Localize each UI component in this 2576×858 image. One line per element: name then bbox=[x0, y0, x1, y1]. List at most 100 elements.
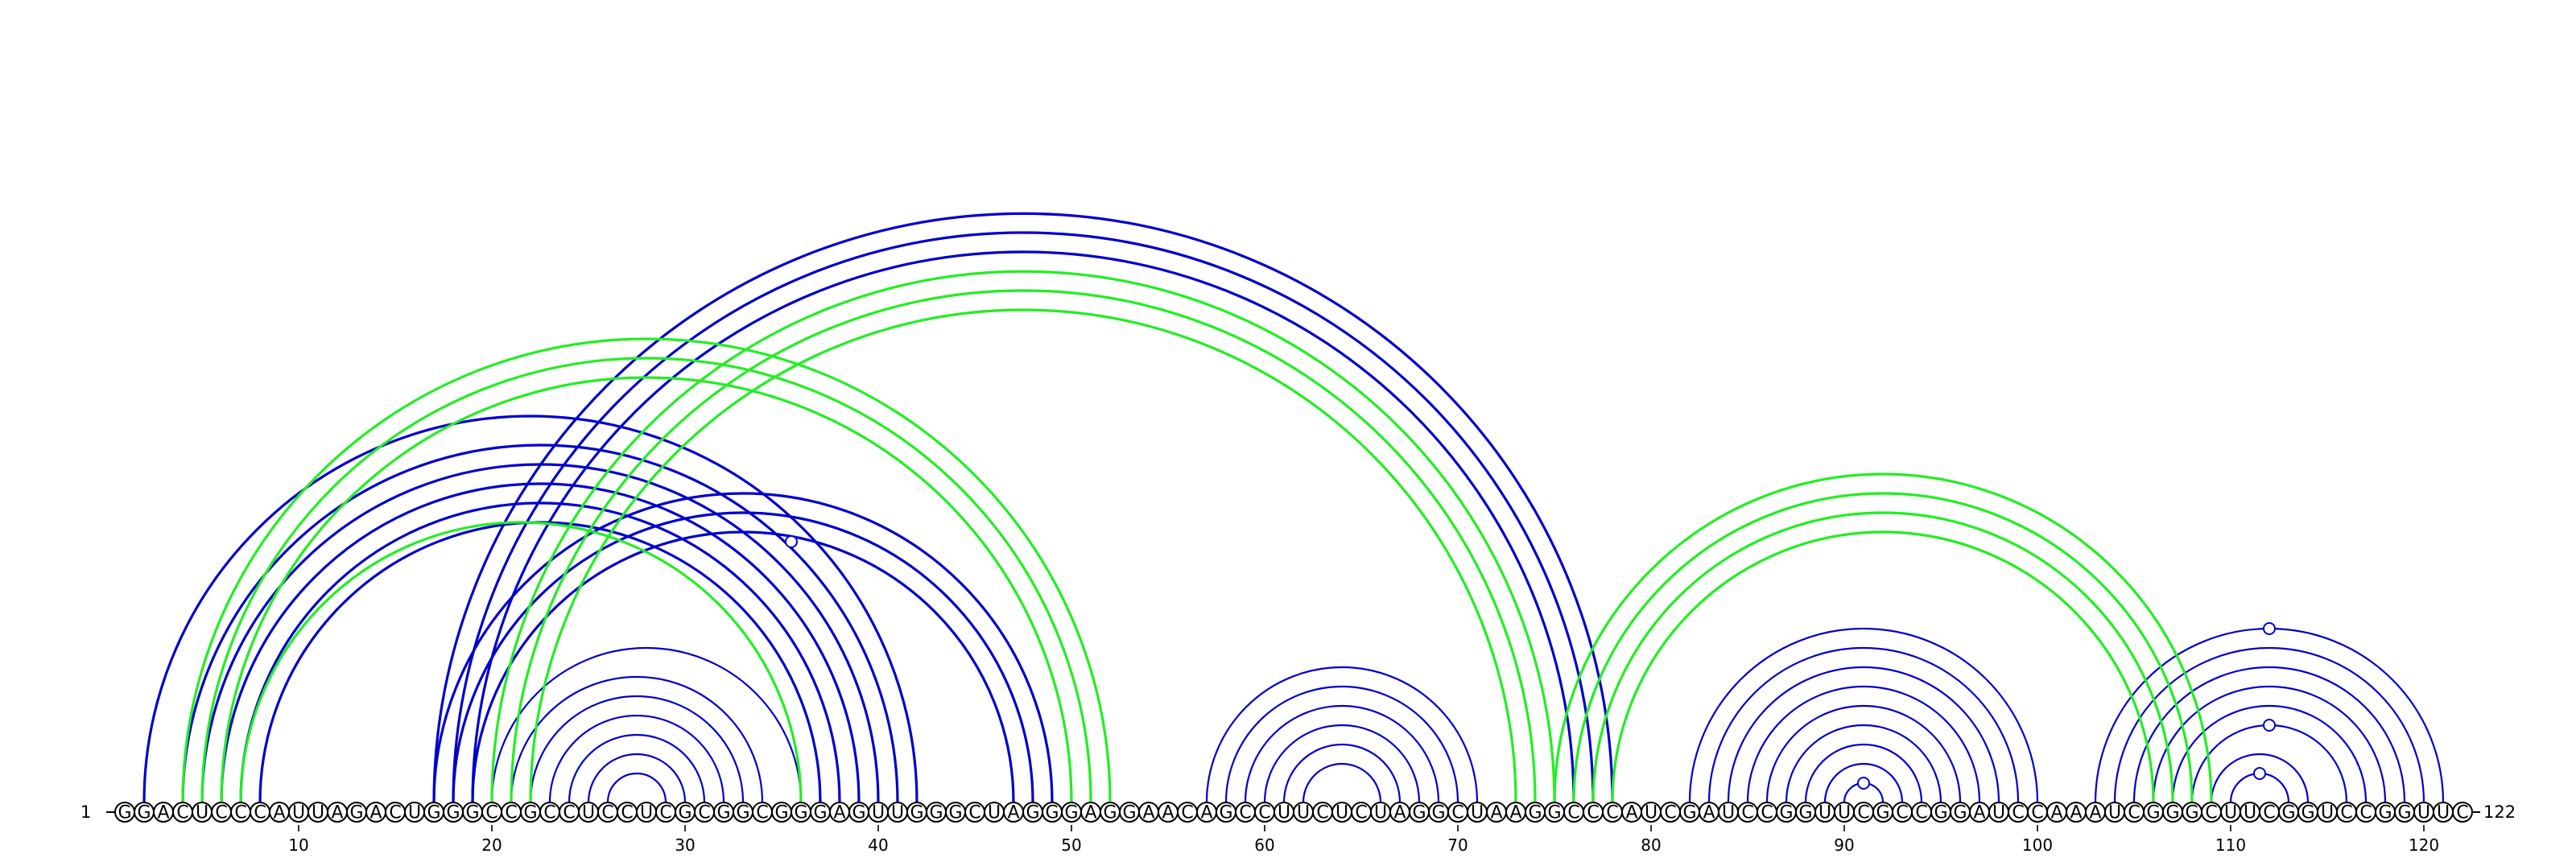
nucleotide-letter: U bbox=[1722, 803, 1735, 823]
nucleotide: U bbox=[1718, 802, 1739, 823]
nucleotide-letter: U bbox=[640, 803, 653, 823]
nucleotide: A bbox=[1505, 802, 1526, 823]
nucleotide-letter: A bbox=[1393, 803, 1406, 823]
nucleotide: C bbox=[385, 802, 406, 823]
blue-arc-18-77 bbox=[452, 231, 1595, 803]
nucleotide-letter: G bbox=[1953, 803, 1967, 823]
start-position-label: 1 bbox=[80, 802, 91, 822]
blue-arc-17-78 bbox=[432, 212, 1614, 803]
nucleotide-letter: C bbox=[1606, 803, 1618, 823]
nucleotide-letter: U bbox=[2108, 803, 2121, 823]
nucleotide: G bbox=[733, 802, 753, 823]
nucleotide-letter: G bbox=[1064, 803, 1078, 823]
nucleotide: G bbox=[1872, 802, 1893, 823]
nucleotide: G bbox=[423, 802, 444, 823]
nucleotide: A bbox=[2085, 802, 2106, 823]
nucleotide-letter: U bbox=[1471, 803, 1484, 823]
nucleotide-letter: G bbox=[1045, 803, 1059, 823]
nucleotide: G bbox=[1795, 802, 1816, 823]
nucleotide-letter: A bbox=[833, 803, 845, 823]
nucleotide-letter: A bbox=[331, 803, 343, 823]
nucleotide-letter: G bbox=[118, 803, 131, 823]
nucleotide: U bbox=[308, 802, 328, 823]
blue-arc-24-31 bbox=[568, 733, 706, 803]
nucleotide: C bbox=[2452, 802, 2473, 823]
nucleotide-letter: C bbox=[968, 803, 980, 823]
green-arc-20-75 bbox=[490, 270, 1556, 803]
nucleotide-letter: U bbox=[2417, 803, 2430, 823]
nucleotide: U bbox=[1370, 802, 1391, 823]
nucleotide-letter: C bbox=[215, 803, 227, 823]
nucleotide-letter: C bbox=[563, 803, 575, 823]
blue-arc-108-116 bbox=[2190, 724, 2348, 803]
nucleotide: U bbox=[868, 802, 889, 823]
blue-arc-109-114 bbox=[2210, 753, 2310, 803]
nucleotide-letter: C bbox=[1587, 803, 1599, 823]
tick-label-90: 90 bbox=[1834, 835, 1854, 855]
nucleotide-letter: U bbox=[872, 803, 885, 823]
nucleotide-letter: U bbox=[292, 803, 305, 823]
nucleotide: U bbox=[2433, 802, 2454, 823]
arc-markers bbox=[785, 535, 2276, 790]
nucleotide: G bbox=[848, 802, 869, 823]
nucleotide: C bbox=[1254, 802, 1275, 823]
blue-arc-105-119 bbox=[2132, 666, 2406, 803]
blue-arc-4-41 bbox=[181, 443, 899, 803]
nucleotide: G bbox=[1950, 802, 1971, 823]
nucleotide-circle bbox=[2452, 802, 2473, 823]
nucleotide-letter: C bbox=[254, 803, 266, 823]
nucleotide-letter: U bbox=[1645, 803, 1657, 823]
blue-arc-103-121 bbox=[2094, 627, 2445, 803]
green-arc-6-50 bbox=[220, 376, 1073, 803]
nucleotide: G bbox=[675, 802, 696, 823]
nucleotide: C bbox=[694, 802, 715, 823]
nucleotide: C bbox=[559, 802, 580, 823]
nucleotide: G bbox=[1216, 802, 1236, 823]
arc-marker-22-49 bbox=[785, 535, 798, 548]
blue-arc-82-100 bbox=[1688, 627, 2039, 803]
nucleotide-letter: U bbox=[1838, 803, 1851, 823]
nucleotide-letter: C bbox=[2263, 803, 2275, 823]
nucleotide: U bbox=[1814, 802, 1835, 823]
nucleotide-letter: A bbox=[2070, 803, 2082, 823]
nucleotide-letter: G bbox=[929, 803, 943, 823]
nucleotide: U bbox=[2104, 802, 2125, 823]
nucleotide: C bbox=[617, 802, 638, 823]
nucleotide-letter: C bbox=[485, 803, 497, 823]
tick-label-110: 110 bbox=[2215, 835, 2246, 855]
nucleotide-letter: G bbox=[794, 803, 807, 823]
tick-label-80: 80 bbox=[1641, 835, 1661, 855]
nucleotide-letter: C bbox=[2012, 803, 2024, 823]
nucleotide: C bbox=[2201, 802, 2222, 823]
nucleotide: G bbox=[443, 802, 464, 823]
nucleotide: C bbox=[752, 802, 773, 823]
nucleotide-letter: C bbox=[2205, 803, 2217, 823]
nucleotide-letter: U bbox=[2321, 803, 2334, 823]
nucleotide-letter: C bbox=[1896, 803, 1908, 823]
nucleotide-letter: G bbox=[774, 803, 788, 823]
nucleotide: C bbox=[597, 802, 618, 823]
nucleotide: C bbox=[1737, 802, 1758, 823]
blue-arc-58-70 bbox=[1224, 685, 1459, 803]
nucleotide: C bbox=[250, 802, 270, 823]
nucleotide-letter: G bbox=[1026, 803, 1039, 823]
nucleotide: C bbox=[1563, 802, 1584, 823]
nucleotide: C bbox=[964, 802, 985, 823]
nucleotide-letter: G bbox=[948, 803, 962, 823]
nucleotide: C bbox=[2124, 802, 2145, 823]
blue-arc-107-117 bbox=[2171, 704, 2368, 803]
nucleotide: G bbox=[1544, 802, 1565, 823]
nucleotide-letter: G bbox=[2397, 803, 2411, 823]
nucleotide: G bbox=[2143, 802, 2164, 823]
nucleotide-letter: A bbox=[2089, 803, 2101, 823]
nucleotide-letter: A bbox=[1703, 803, 1715, 823]
nucleotide-letter: C bbox=[543, 803, 555, 823]
arc-marker-90-92 bbox=[1857, 777, 1870, 790]
nucleotide: G bbox=[791, 802, 811, 823]
blue-arc-89-93 bbox=[1823, 762, 1904, 803]
blue-arc-87-95 bbox=[1785, 724, 1942, 803]
nucleotide-letter: G bbox=[2146, 803, 2160, 823]
nucleotide-letter: A bbox=[1625, 803, 1637, 823]
nucleotide: A bbox=[1389, 802, 1410, 823]
nucleotide: C bbox=[539, 802, 560, 823]
